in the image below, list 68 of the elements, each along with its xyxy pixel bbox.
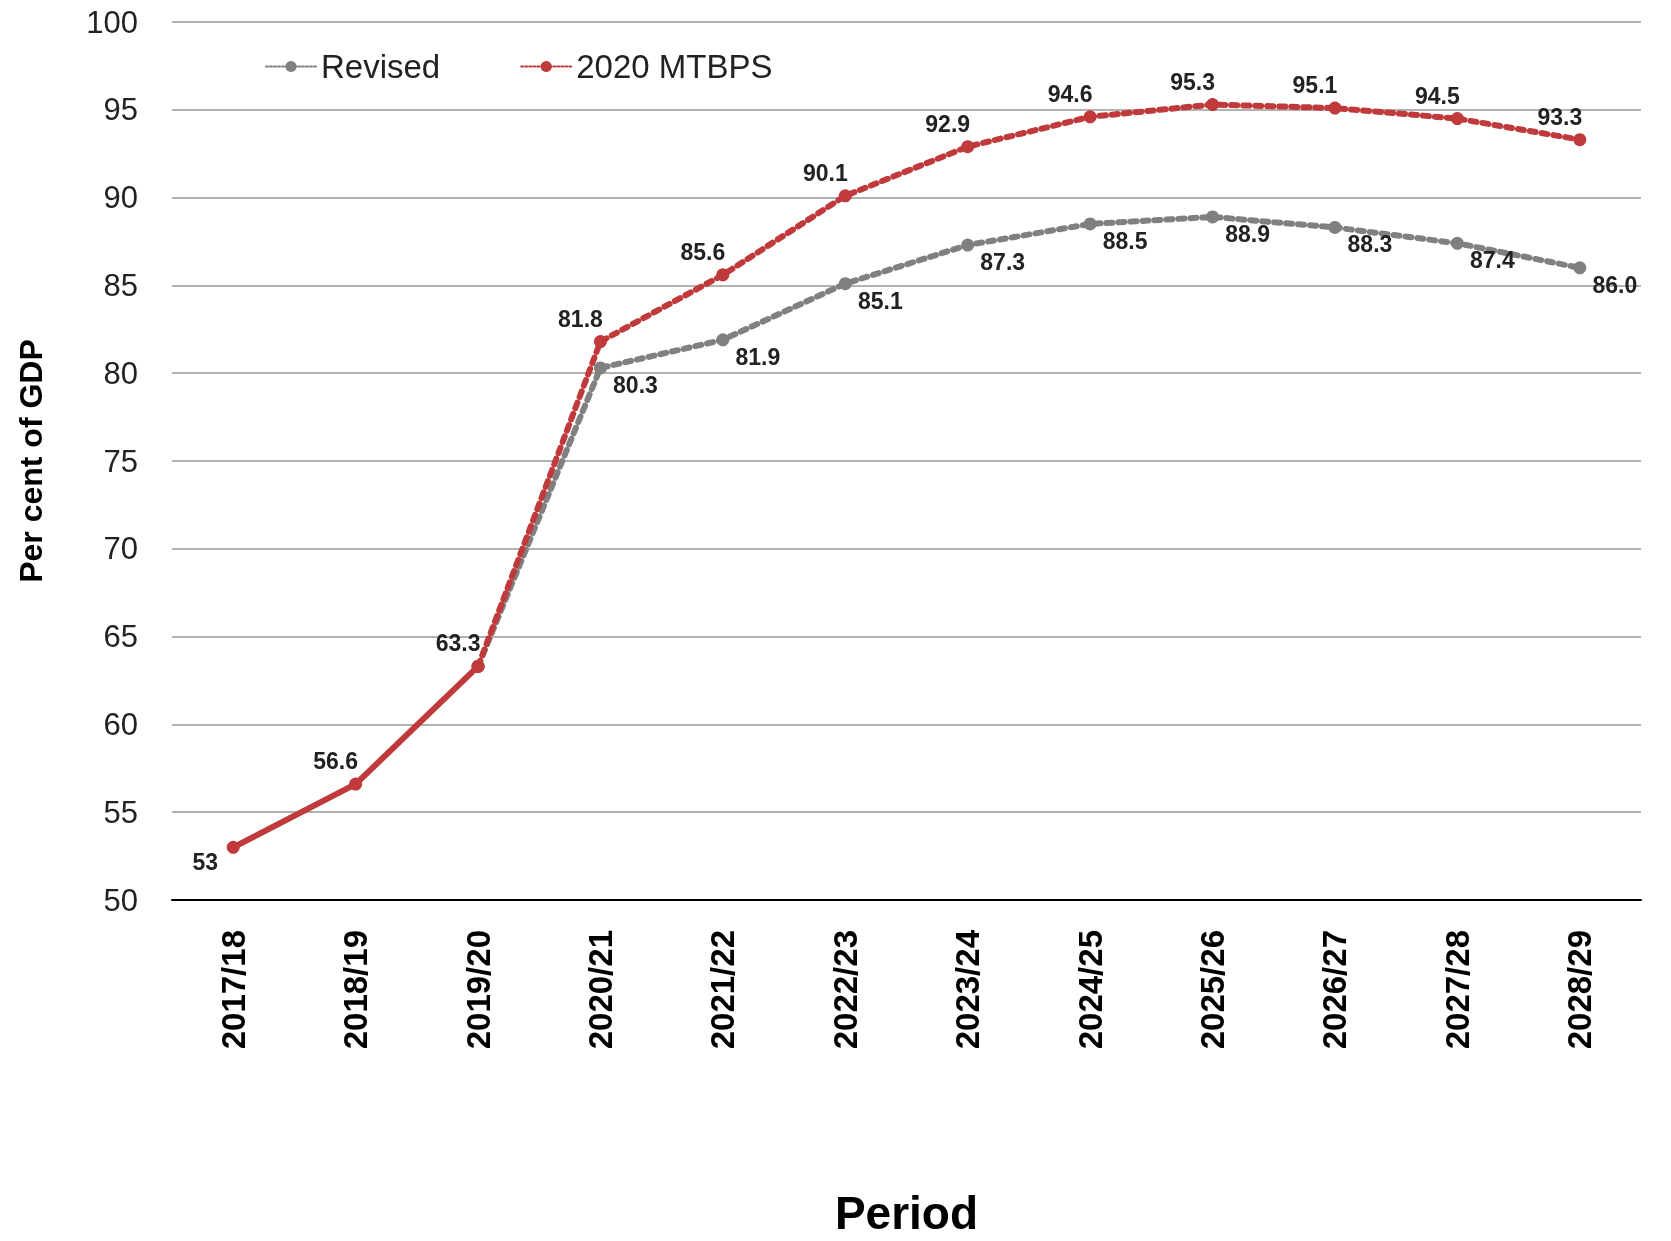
- data-label: 85.1: [857, 287, 903, 314]
- x-tick-label: 2028/29: [1561, 930, 1599, 1050]
- point: [593, 335, 607, 349]
- data-label: 56.6: [313, 748, 359, 775]
- x-tick-label: 2025/26: [1194, 930, 1232, 1050]
- data-label: 86.0: [1592, 271, 1638, 298]
- point: [838, 189, 852, 203]
- x-axis-title: Period: [834, 1187, 979, 1239]
- y-tick-label: 55: [103, 794, 138, 830]
- point: [961, 140, 975, 154]
- point: [1328, 220, 1342, 234]
- x-tick-label: 2027/28: [1438, 930, 1476, 1050]
- point: [1450, 112, 1464, 126]
- x-tick-label: 2026/27: [1316, 930, 1354, 1050]
- y-tick-label: 80: [103, 355, 138, 391]
- point: [226, 840, 240, 854]
- point: [1573, 133, 1587, 147]
- data-label: 95.3: [1170, 68, 1215, 95]
- data-label: 94.6: [1047, 80, 1093, 107]
- x-tick-label: 2017/18: [214, 930, 252, 1050]
- point: [716, 268, 730, 282]
- x-tick-label: 2018/19: [337, 930, 375, 1050]
- y-tick-label: 75: [103, 443, 138, 479]
- point: [1328, 101, 1342, 115]
- legend-label: Revised: [321, 48, 441, 85]
- point: [1083, 110, 1097, 124]
- x-tick-label: 2021/22: [704, 930, 742, 1050]
- data-label: 94.5: [1414, 82, 1460, 109]
- x-tick-label: 2023/24: [949, 929, 987, 1050]
- y-axis-title: Per cent of GDP: [13, 339, 49, 583]
- data-label: 81.8: [558, 305, 604, 332]
- data-label: 53: [192, 849, 219, 876]
- point: [1450, 236, 1464, 250]
- x-tick-label: 2024/25: [1071, 930, 1109, 1050]
- point: [961, 238, 975, 252]
- y-tick-label: 95: [103, 92, 138, 128]
- y-tick-label: 100: [86, 4, 138, 40]
- point: [1206, 210, 1220, 224]
- data-label: 63.3: [435, 630, 481, 657]
- y-tick-label: 60: [103, 706, 138, 742]
- y-tick-label: 65: [103, 619, 138, 655]
- y-tick-label: 50: [103, 882, 138, 918]
- x-tick-label: 2022/23: [826, 930, 864, 1050]
- data-label: 88.9: [1225, 220, 1270, 247]
- data-label: 87.4: [1469, 247, 1515, 274]
- data-label: 88.3: [1347, 231, 1393, 258]
- y-tick-label: 85: [103, 267, 138, 303]
- legend-label: 2020 MTBPS: [576, 48, 773, 85]
- data-label: 87.3: [980, 249, 1026, 276]
- data-label: 85.6: [680, 238, 726, 265]
- data-label: 81.9: [735, 343, 781, 370]
- point: [1206, 98, 1220, 112]
- x-tick-label: 2020/21: [581, 930, 619, 1050]
- point: [1573, 261, 1587, 275]
- y-tick-label: 70: [103, 531, 138, 567]
- x-tick-label: 2019/20: [459, 930, 497, 1050]
- point: [593, 361, 607, 375]
- point: [349, 777, 363, 791]
- point: [838, 277, 852, 291]
- data-label: 80.3: [613, 371, 658, 398]
- data-label: 92.9: [925, 110, 971, 137]
- data-label: 90.1: [802, 159, 848, 186]
- data-label: 95.1: [1292, 72, 1338, 99]
- data-label: 93.3: [1537, 103, 1583, 130]
- y-tick-label: 90: [103, 180, 138, 216]
- data-label: 88.5: [1102, 227, 1148, 254]
- point: [716, 333, 730, 347]
- point: [1083, 217, 1097, 231]
